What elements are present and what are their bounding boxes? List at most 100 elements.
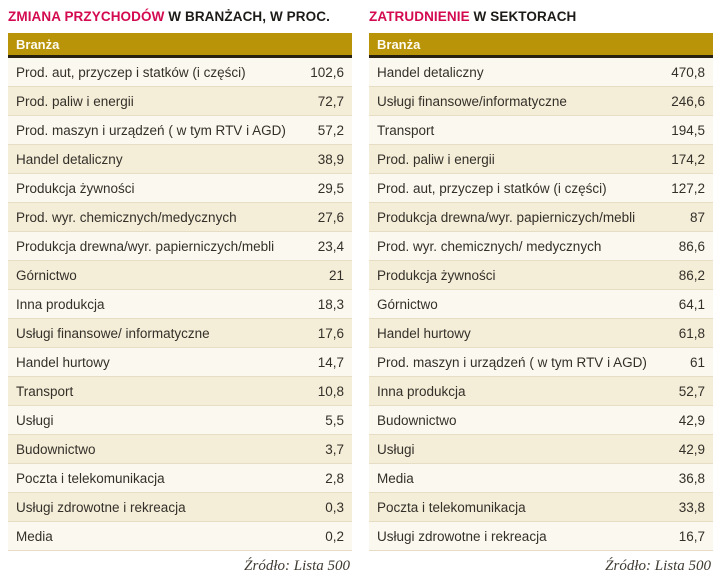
row-label: Poczta i telekomunikacja	[16, 470, 165, 486]
row-label: Prod. wyr. chemicznych/medycznych	[16, 209, 237, 225]
row-label: Inna produkcja	[16, 296, 105, 312]
row-value: 5,5	[325, 412, 344, 428]
table-header: Branża	[8, 33, 352, 58]
row-value: 42,9	[678, 441, 705, 457]
title-highlight: ZMIANA PRZYCHODÓW	[8, 9, 165, 24]
table-row: Prod. wyr. chemicznych/medycznych 27,6	[8, 203, 352, 232]
row-label: Usługi	[377, 441, 415, 457]
row-value: 87	[689, 209, 705, 225]
table-row: Usługi finansowe/ informatyczne 17,6	[8, 319, 352, 348]
row-value: 127,2	[671, 180, 705, 196]
table-body: Handel detaliczny 470,8 Usługi finansowe…	[369, 58, 713, 551]
table-row: Transport 194,5	[369, 116, 713, 145]
table-header: Branża	[369, 33, 713, 58]
table-row: Inna produkcja 52,7	[369, 377, 713, 406]
table-row: Produkcja żywności 29,5	[8, 174, 352, 203]
table-row: Budownictwo 42,9	[369, 406, 713, 435]
row-label: Handel detaliczny	[377, 64, 484, 80]
row-label: Prod. maszyn i urządzeń ( w tym RTV i AG…	[16, 122, 286, 138]
row-label: Usługi zdrowotne i rekreacja	[16, 499, 186, 515]
table-row: Media 0,2	[8, 522, 352, 551]
row-value: 174,2	[671, 151, 705, 167]
title-highlight: ZATRUDNIENIE	[369, 9, 470, 24]
column-header-branza: Branża	[377, 36, 421, 52]
row-label: Handel detaliczny	[16, 151, 123, 167]
row-value: 17,6	[317, 325, 344, 341]
row-label: Inna produkcja	[377, 383, 466, 399]
row-value: 14,7	[317, 354, 344, 370]
table-row: Poczta i telekomunikacja 2,8	[8, 464, 352, 493]
row-label: Produkcja drewna/wyr. papierniczych/mebl…	[16, 238, 275, 254]
table-row: Górnictwo 64,1	[369, 290, 713, 319]
row-value: 29,5	[317, 180, 344, 196]
row-label: Produkcja żywności	[377, 267, 496, 283]
row-label: Usługi finansowe/ informatyczne	[16, 325, 210, 341]
row-label: Usługi zdrowotne i rekreacja	[377, 528, 547, 544]
row-label: Budownictwo	[377, 412, 457, 428]
table-body: Prod. aut, przyczep i statków (i części)…	[8, 58, 352, 551]
row-label: Prod. aut, przyczep i statków (i części)	[377, 180, 607, 196]
row-label: Prod. maszyn i urządzeń ( w tym RTV i AG…	[377, 354, 647, 370]
row-label: Górnictwo	[377, 296, 438, 312]
page-title: ZATRUDNIENIE W SEKTORACH	[369, 9, 713, 24]
table-row: Prod. paliw i energii 72,7	[8, 87, 352, 116]
row-value: 38,9	[317, 151, 344, 167]
table-row: Handel detaliczny 470,8	[369, 58, 713, 87]
row-value: 2,8	[325, 470, 344, 486]
row-label: Transport	[16, 383, 74, 399]
row-label: Prod. paliw i energii	[377, 151, 495, 167]
infographic-tables: ZMIANA PRZYCHODÓW W BRANŻACH, W PROC. Br…	[8, 7, 713, 575]
row-value: 57,2	[317, 122, 344, 138]
row-label: Produkcja żywności	[16, 180, 135, 196]
row-label: Prod. paliw i energii	[16, 93, 134, 109]
table-row: Poczta i telekomunikacja 33,8	[369, 493, 713, 522]
table-row: Prod. aut, przyczep i statków (i części)…	[369, 174, 713, 203]
table-row: Produkcja żywności 86,2	[369, 261, 713, 290]
row-value: 42,9	[678, 412, 705, 428]
row-label: Usługi	[16, 412, 54, 428]
row-value: 61	[689, 354, 705, 370]
source-note: Źródło: Lista 500	[605, 558, 711, 574]
row-value: 64,1	[678, 296, 705, 312]
table-row: Media 36,8	[369, 464, 713, 493]
row-value: 102,6	[310, 64, 344, 80]
row-label: Poczta i telekomunikacja	[377, 499, 526, 515]
row-value: 18,3	[317, 296, 344, 312]
table-row: Usługi 42,9	[369, 435, 713, 464]
row-value: 86,2	[678, 267, 705, 283]
table-row: Budownictwo 3,7	[8, 435, 352, 464]
row-label: Produkcja drewna/wyr. papierniczych/mebl…	[377, 209, 636, 225]
row-value: 33,8	[678, 499, 705, 515]
source-note: Źródło: Lista 500	[244, 558, 350, 574]
row-label: Media	[16, 528, 53, 544]
table-row: Prod. wyr. chemicznych/ medycznych 86,6	[369, 232, 713, 261]
row-value: 52,7	[678, 383, 705, 399]
page-title: ZMIANA PRZYCHODÓW W BRANŻACH, W PROC.	[8, 9, 352, 24]
row-value: 3,7	[325, 441, 344, 457]
row-label: Handel hurtowy	[16, 354, 110, 370]
row-value: 10,8	[317, 383, 344, 399]
row-label: Media	[377, 470, 414, 486]
title-rest: W BRANŻACH, W PROC.	[164, 9, 330, 24]
row-label: Handel hurtowy	[377, 325, 471, 341]
employment-table: ZATRUDNIENIE W SEKTORACH Branża Handel d…	[369, 7, 713, 575]
table-row: Prod. maszyn i urządzeń ( w tym RTV i AG…	[8, 116, 352, 145]
row-label: Prod. wyr. chemicznych/ medycznych	[377, 238, 602, 254]
row-value: 16,7	[678, 528, 705, 544]
row-value: 21	[328, 267, 344, 283]
row-value: 72,7	[317, 93, 344, 109]
table-row: Usługi zdrowotne i rekreacja 16,7	[369, 522, 713, 551]
table-row: Produkcja drewna/wyr. papierniczych/mebl…	[369, 203, 713, 232]
table-row: Inna produkcja 18,3	[8, 290, 352, 319]
row-value: 23,4	[317, 238, 344, 254]
row-value: 0,3	[325, 499, 344, 515]
row-label: Budownictwo	[16, 441, 96, 457]
row-value: 246,6	[671, 93, 705, 109]
row-label: Górnictwo	[16, 267, 77, 283]
table-row: Handel hurtowy 61,8	[369, 319, 713, 348]
revenue-change-table: ZMIANA PRZYCHODÓW W BRANŻACH, W PROC. Br…	[8, 7, 352, 575]
row-value: 86,6	[678, 238, 705, 254]
table-row: Prod. maszyn i urządzeń ( w tym RTV i AG…	[369, 348, 713, 377]
table-row: Prod. aut, przyczep i statków (i części)…	[8, 58, 352, 87]
table-row: Usługi finansowe/informatyczne 246,6	[369, 87, 713, 116]
